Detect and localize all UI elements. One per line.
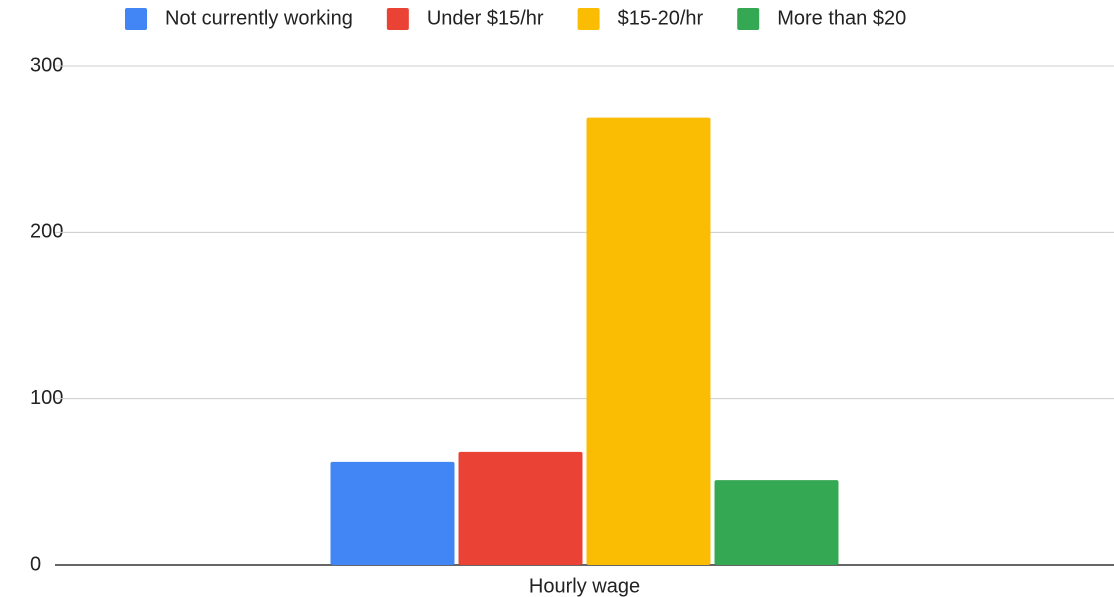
bar bbox=[714, 480, 839, 565]
y-tick-label: 100 bbox=[30, 387, 63, 409]
bar bbox=[586, 117, 711, 566]
legend-label: Under $15/hr bbox=[427, 7, 544, 29]
bar bbox=[330, 461, 455, 565]
y-tick-label: 0 bbox=[30, 553, 41, 575]
legend-label: Not currently working bbox=[165, 7, 353, 29]
y-tick-label: 300 bbox=[30, 54, 63, 76]
legend-swatch bbox=[386, 8, 409, 30]
bar bbox=[458, 451, 583, 565]
x-tick-label: Hourly wage bbox=[529, 575, 640, 597]
legend-swatch bbox=[577, 8, 600, 30]
legend-label: $15-20/hr bbox=[618, 7, 704, 29]
legend-swatch bbox=[125, 8, 147, 30]
legend-swatch bbox=[737, 8, 760, 30]
legend-label: More than $20 bbox=[777, 7, 906, 29]
y-tick-label: 200 bbox=[30, 221, 63, 243]
